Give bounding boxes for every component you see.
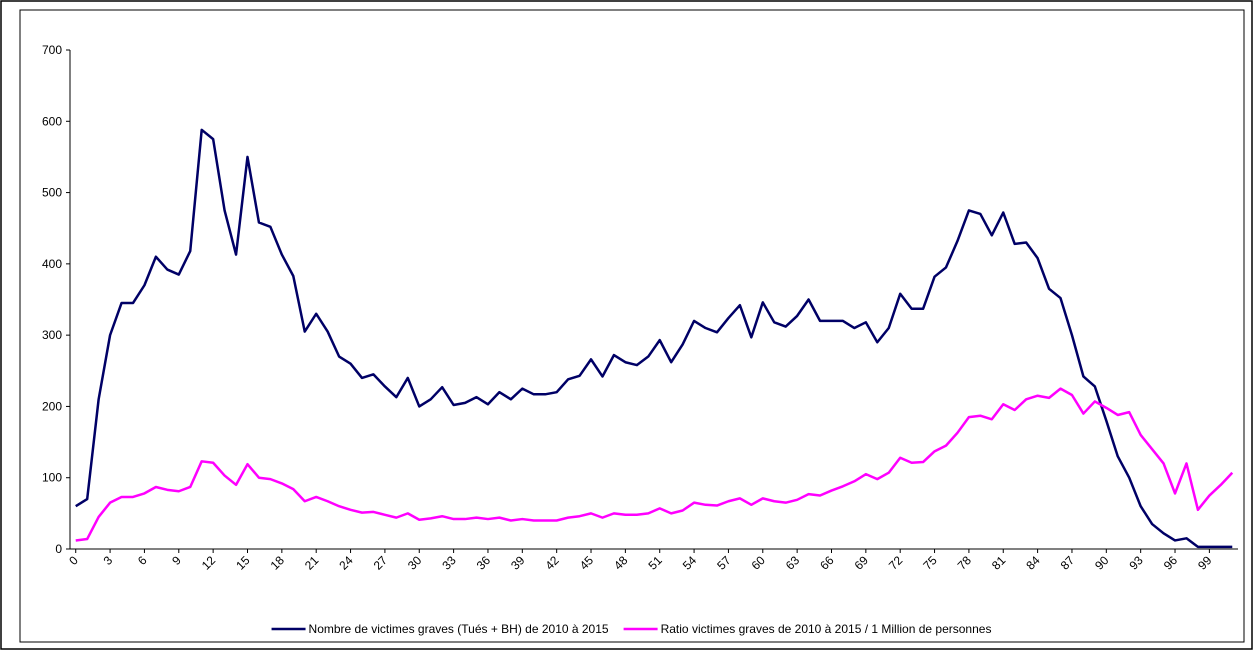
y-tick-label: 100	[42, 471, 62, 485]
y-tick-label: 400	[42, 257, 62, 271]
y-tick-label: 500	[42, 186, 62, 200]
y-tick-label: 0	[55, 542, 62, 556]
y-tick-label: 200	[42, 399, 62, 413]
y-tick-label: 300	[42, 328, 62, 342]
inner-frame	[19, 9, 1245, 643]
y-tick-label: 600	[42, 114, 62, 128]
legend-label: Ratio victimes graves de 2010 à 2015 / 1…	[661, 622, 992, 636]
y-tick-label: 700	[42, 43, 62, 57]
line-series	[75, 128, 1233, 549]
legend-label: Nombre de victimes graves (Tués + BH) de…	[309, 622, 609, 636]
line-series	[75, 387, 1234, 542]
